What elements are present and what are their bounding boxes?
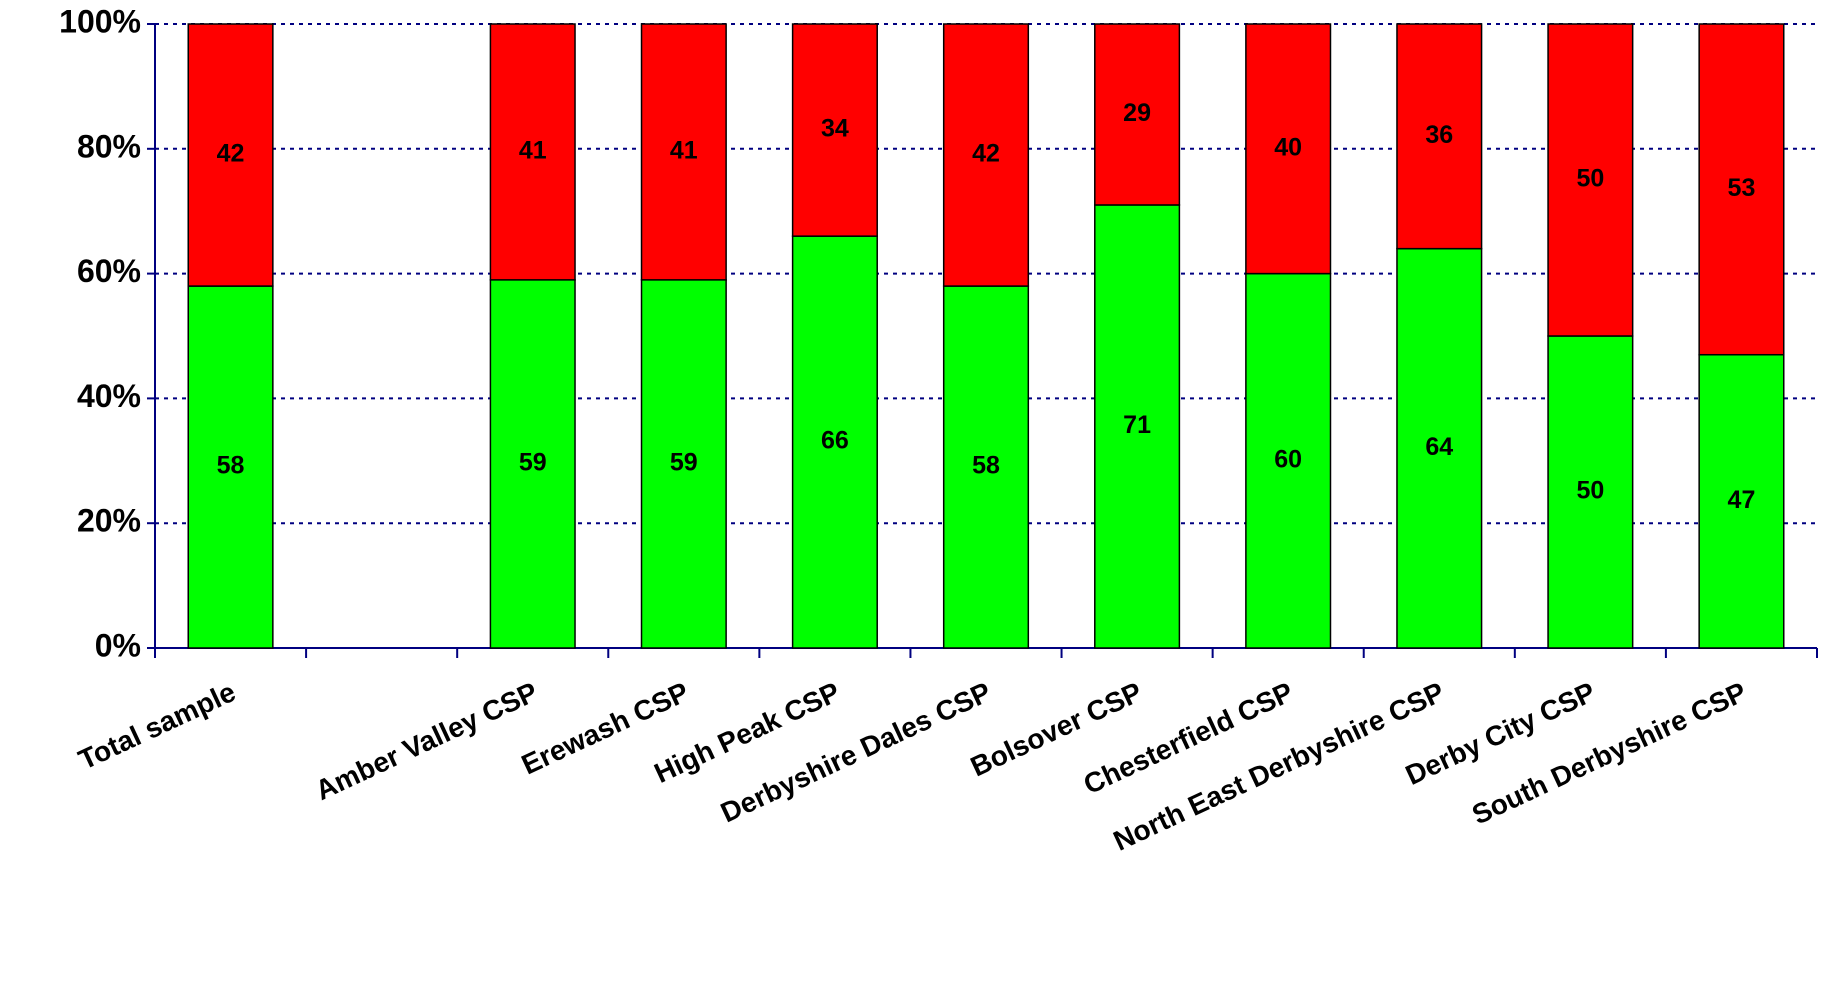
bar-segment [791, 235, 878, 649]
y-tick-label: 0% [95, 627, 141, 663]
bar-segment [1094, 204, 1181, 649]
bar-segment [1396, 247, 1483, 649]
bar-segment [1094, 23, 1181, 206]
y-tick-label: 100% [59, 3, 141, 39]
data-label: 64 [1425, 433, 1453, 461]
y-tick-label: 40% [77, 378, 141, 414]
data-label: 71 [1123, 411, 1151, 439]
data-label: 40 [1274, 133, 1302, 161]
bar-segment [1396, 23, 1483, 250]
data-label: 34 [821, 115, 849, 143]
data-label: 41 [670, 137, 698, 165]
bar-segment [1698, 353, 1785, 649]
bar-segment [187, 23, 274, 287]
bar-segment [187, 285, 274, 649]
bar-segment [640, 279, 727, 649]
data-label: 66 [821, 427, 849, 455]
data-label: 42 [217, 140, 245, 168]
data-label: 42 [972, 140, 1000, 168]
bar-segment [1245, 23, 1332, 275]
bar-segment [1245, 272, 1332, 649]
data-label: 53 [1728, 174, 1756, 202]
data-label: 59 [519, 449, 547, 477]
bar-segment [1547, 23, 1634, 337]
data-label: 36 [1425, 121, 1453, 149]
bar-segment [489, 23, 576, 281]
bar-segment [1698, 23, 1785, 356]
data-label: 60 [1274, 445, 1302, 473]
bar-segment [640, 23, 727, 281]
data-label: 47 [1728, 486, 1756, 514]
bar-segment [791, 23, 878, 237]
data-label: 58 [217, 452, 245, 480]
data-label: 58 [972, 452, 1000, 480]
bar-segment [942, 23, 1030, 287]
data-label: 50 [1576, 477, 1604, 505]
x-tick-label: South Derbyshire CSP [1467, 676, 1751, 830]
bar-segment [1547, 335, 1634, 649]
x-tick-label: Derbyshire Dales CSP [716, 676, 996, 828]
data-label: 59 [670, 449, 698, 477]
data-label: 50 [1576, 165, 1604, 193]
data-label: 29 [1123, 99, 1151, 127]
y-tick-label: 20% [77, 503, 141, 539]
data-label: 41 [519, 137, 547, 165]
bar-segment [942, 285, 1030, 649]
y-tick-label: 60% [77, 253, 141, 289]
bar-segment [489, 279, 576, 649]
y-tick-label: 80% [77, 128, 141, 164]
x-tick-label: Amber Valley CSP [311, 676, 543, 806]
x-tick-label: Total sample [74, 676, 240, 776]
